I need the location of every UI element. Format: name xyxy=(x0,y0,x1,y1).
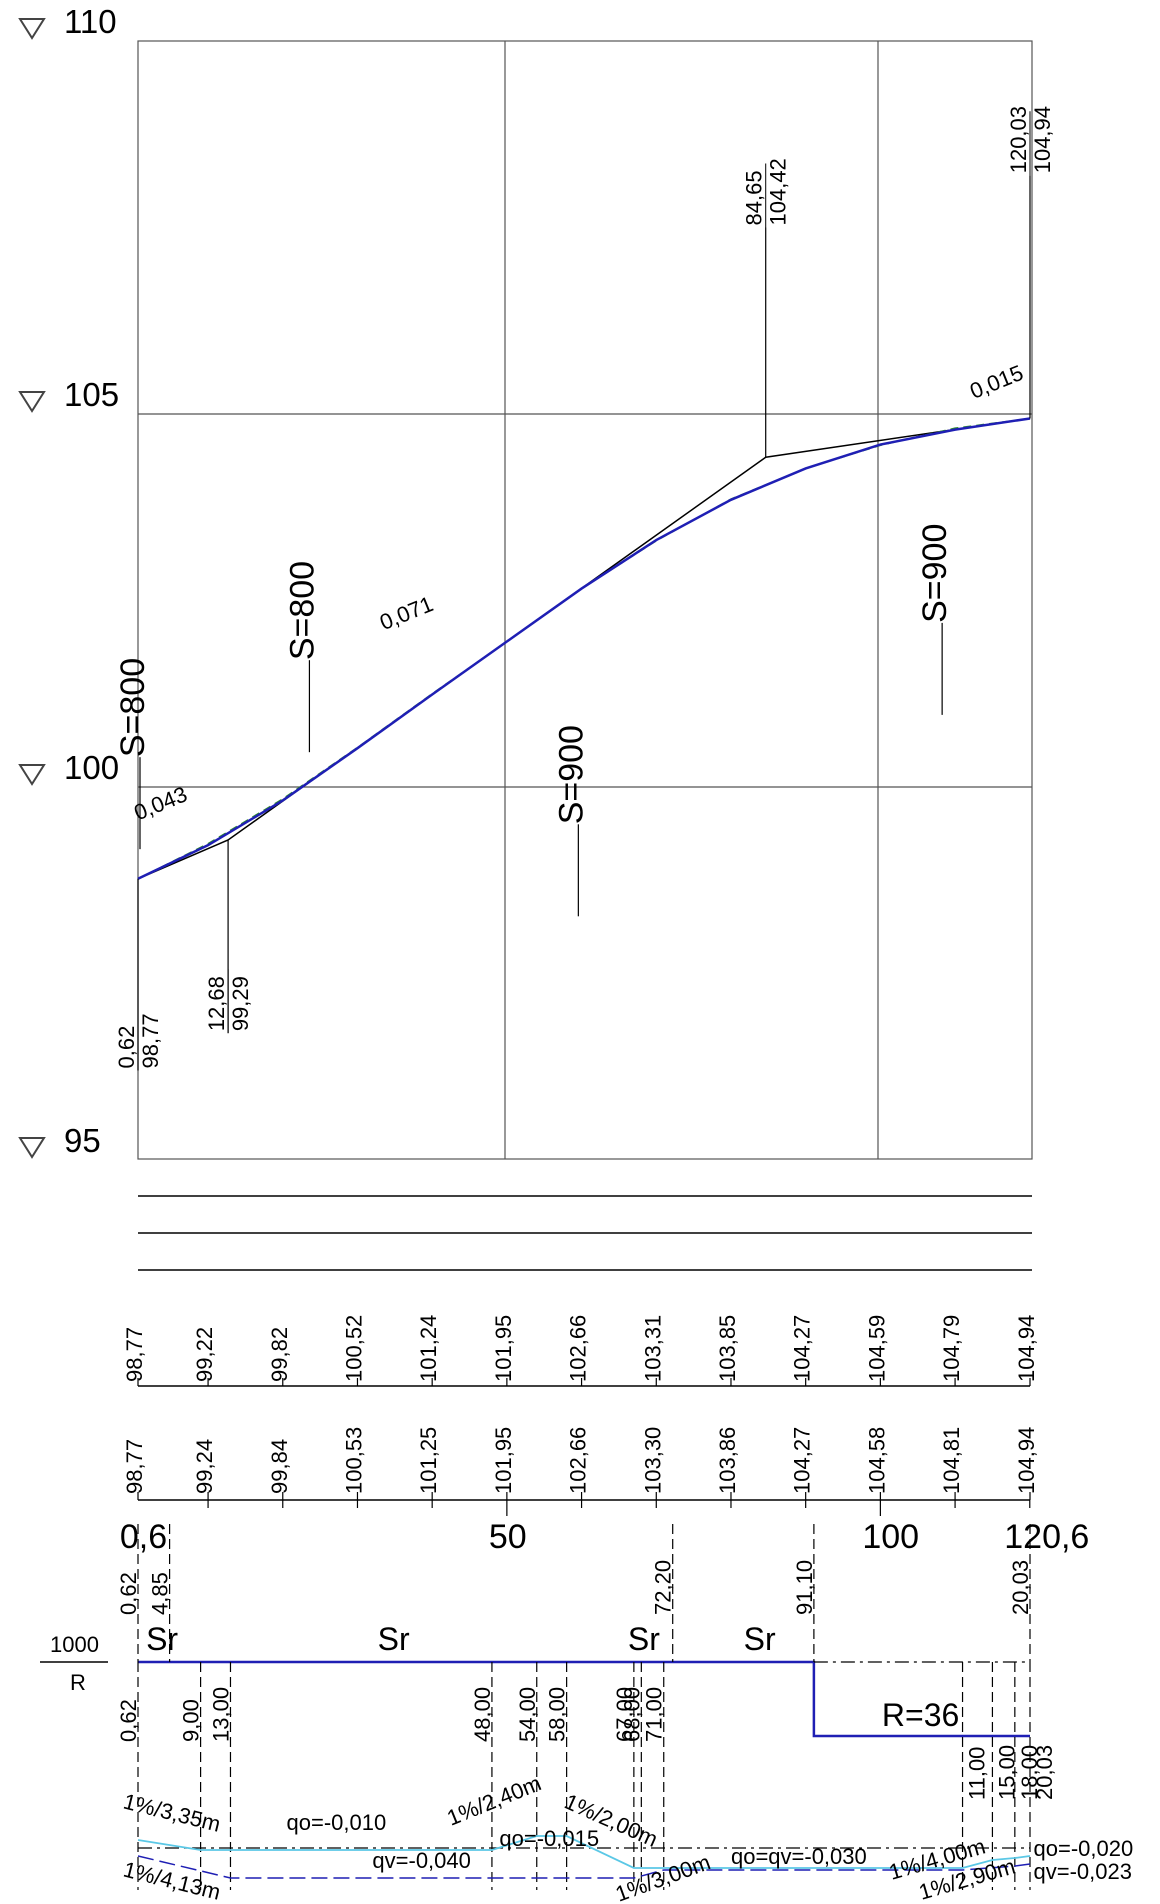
grade-label: 0,071 xyxy=(376,591,436,635)
design-elevation-value: 102,66 xyxy=(566,1315,591,1382)
alignment-segment-label: Sr xyxy=(378,1621,410,1657)
crossfall-station-label: 9,00 xyxy=(179,1699,204,1742)
terrain-elevation-value: 101,25 xyxy=(416,1427,441,1494)
design-elevation-value: 104,27 xyxy=(790,1315,815,1382)
crossfall-station-label: 68,00 xyxy=(619,1687,644,1742)
station-mark-label: 120,6 xyxy=(1004,1518,1089,1556)
elevation-label: 105 xyxy=(64,376,119,413)
crossfall-station-label: 13,00 xyxy=(208,1687,233,1742)
crossfall-station-label: 18,00 xyxy=(1017,1745,1042,1800)
crossfall-note: 1%/3,35m xyxy=(121,1789,223,1837)
crossfall-station-label: 15,00 xyxy=(994,1745,1019,1800)
crossfall-station-label: 11,00 xyxy=(965,1747,990,1800)
pvi-elevation-label: 98,77 xyxy=(138,1013,163,1068)
terrain-elevation-value: 101,95 xyxy=(491,1427,516,1494)
design-elevation-value: 104,59 xyxy=(864,1315,889,1382)
terrain-elevation-value: 100,53 xyxy=(341,1427,366,1494)
alignment-segment-label: Sr xyxy=(146,1621,178,1657)
terrain-elevation-value: 103,30 xyxy=(640,1427,665,1494)
vertical-curve-label: S=800 xyxy=(283,561,321,660)
crossfall-station-label: 67,00 xyxy=(612,1687,637,1742)
alignment-boundary-label: 4,85 xyxy=(148,1572,173,1615)
crossfall-right-line xyxy=(137,1855,1031,1879)
profile-content: 0,62 98,77 12,68 99,29 84,65 104,42 120,03 104,… xyxy=(114,106,1055,1071)
design-elevation-value: 104,94 xyxy=(1014,1315,1039,1382)
terrain-elevation-value: 104,58 xyxy=(864,1427,889,1494)
band-separators xyxy=(138,1195,1032,1271)
pvi-station-label: 0,62 xyxy=(114,1026,139,1069)
crossfall-note: qv=-0,023 xyxy=(1034,1859,1132,1884)
vertical-curve-label: S=800 xyxy=(114,658,152,757)
alignment-boundary-label: 0,62 xyxy=(116,1572,141,1615)
crossfall-note: qo=-0,010 xyxy=(287,1810,387,1835)
elevation-label: 100 xyxy=(64,749,119,786)
pvi-elevation-label: 104,42 xyxy=(766,158,791,225)
terrain-elevation-value: 99,84 xyxy=(267,1439,292,1494)
station-mark-label: 0,6 xyxy=(120,1518,167,1556)
design-elevation-value: 101,24 xyxy=(416,1315,441,1382)
alignment-boundary-label: 72,20 xyxy=(651,1560,676,1615)
design-elevation-value: 99,22 xyxy=(192,1327,217,1382)
design-elevation-value: 103,85 xyxy=(715,1315,740,1382)
elevation-marker-triangle-icon xyxy=(18,764,46,786)
crossfall-station-label: 48,00 xyxy=(470,1687,495,1742)
station-mark-label: 100 xyxy=(862,1518,919,1556)
curve-radius-label: R=36 xyxy=(882,1697,959,1733)
elevation-label: 110 xyxy=(64,3,117,40)
terrain-elevation-value: 99,24 xyxy=(192,1439,217,1494)
crossfall-station-label: 20,03 xyxy=(1032,1745,1057,1800)
elevation-scale: 110 105 100 95 xyxy=(18,3,119,1159)
design-elevation-value: 98,77 xyxy=(122,1327,147,1382)
crossfall-left-line xyxy=(137,1835,1031,1869)
alignment-ratio-top: 1000 xyxy=(50,1632,99,1657)
alignment-segment-label: Sr xyxy=(744,1621,776,1657)
alignment-line xyxy=(138,1660,1030,1738)
crossfall-note: qo=-0,020 xyxy=(1034,1836,1134,1861)
profile-frame xyxy=(137,40,1033,1160)
pvi-station-label: 12,68 xyxy=(204,976,229,1031)
design-elevation-value: 100,52 xyxy=(341,1315,366,1382)
alignment-boundary-label: 91,10 xyxy=(792,1560,817,1615)
terrain-elevation-value: 104,94 xyxy=(1014,1427,1039,1494)
terrain-elevation-value: 104,27 xyxy=(790,1427,815,1494)
elevation-bands: 98,77 99,22 99,82 100,52 101,24 101,95 102,66 1… xyxy=(120,1315,1090,1556)
alignment-segment-label: Sr xyxy=(628,1621,660,1657)
design-elevation-value: 104,79 xyxy=(939,1315,964,1382)
vertical-curve-label: S=900 xyxy=(552,725,590,824)
station-mark-label: 50 xyxy=(489,1518,527,1556)
elevation-marker-triangle-icon xyxy=(18,18,46,40)
crossfall-station-label: 58,00 xyxy=(545,1687,570,1742)
crossfall-station-label: 0,62 xyxy=(116,1699,141,1742)
crossfall-station-label: 54,00 xyxy=(515,1687,540,1742)
crossfall-station-label: 71,00 xyxy=(642,1687,667,1742)
crossfall-note: qo=-0,015 xyxy=(499,1826,599,1851)
terrain-elevation-value: 102,66 xyxy=(566,1427,591,1494)
pvi-station-label: 120,03 xyxy=(1006,106,1031,173)
pvi-elevation-label: 99,29 xyxy=(228,976,253,1031)
elevation-marker-triangle-icon xyxy=(18,391,46,413)
vertical-curve-label: S=900 xyxy=(916,524,954,623)
crossfall-note: 1%/2,40m xyxy=(443,1770,544,1830)
alignment-ratio-bottom: R xyxy=(70,1670,86,1695)
design-elevation-value: 103,31 xyxy=(640,1315,665,1382)
terrain-elevation-value: 98,77 xyxy=(122,1439,147,1494)
crossfall-note: 1%/3,00m xyxy=(612,1849,714,1904)
alignment-boundary-label: 20,03 xyxy=(1008,1560,1033,1615)
pvi-elevation-label: 104,94 xyxy=(1030,106,1055,173)
design-elevation-value: 99,82 xyxy=(267,1327,292,1382)
design-elevation-value: 101,95 xyxy=(491,1315,516,1382)
crossfall-note: qo=qv=-0,030 xyxy=(731,1844,867,1869)
elevation-marker-triangle-icon xyxy=(18,1137,46,1159)
profile-grid xyxy=(137,40,1033,1160)
crossfall-note: qv=-0,040 xyxy=(372,1848,470,1873)
pvi-station-label: 84,65 xyxy=(742,170,767,225)
terrain-elevation-value: 104,81 xyxy=(939,1427,964,1494)
elevation-label: 95 xyxy=(64,1122,101,1159)
crossfall-band: 0,62 9,00 13,00 48,00 54,00 58,00 67,0068,0071… xyxy=(116,1662,1133,1904)
design-grade-line xyxy=(137,417,1031,880)
grade-label: 0,015 xyxy=(966,360,1026,404)
terrain-elevation-value: 103,86 xyxy=(715,1427,740,1494)
